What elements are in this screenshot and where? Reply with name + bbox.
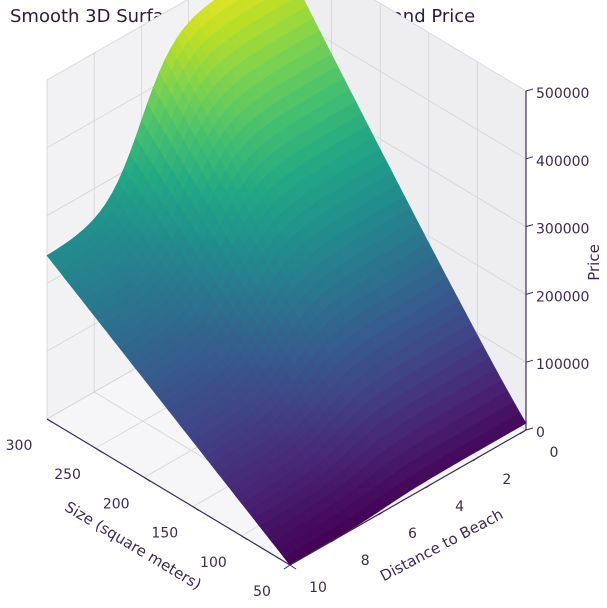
x-axis-line xyxy=(289,429,527,566)
z-tick-label: 200000 xyxy=(536,289,589,305)
z-tick-label: 100000 xyxy=(536,357,589,373)
y-axis-label: Size (square meters) xyxy=(62,498,205,594)
y-tick xyxy=(95,447,102,453)
y-axis-line xyxy=(46,418,291,566)
x-tick xyxy=(330,537,338,543)
y-tick-label: 200 xyxy=(103,496,130,512)
grid-line xyxy=(373,0,527,92)
y-tick-label: 50 xyxy=(253,584,271,600)
y-tick xyxy=(241,535,248,541)
grid-line xyxy=(46,0,188,81)
z-tick-label: 300000 xyxy=(536,222,589,238)
x-tick-label: 2 xyxy=(502,472,511,488)
z-axis-label: Price xyxy=(585,244,603,281)
x-tick xyxy=(378,510,385,516)
axis-lines xyxy=(46,91,527,566)
y-tick xyxy=(289,564,297,570)
z-tick-label: 0 xyxy=(536,425,545,441)
x-tick-label: 6 xyxy=(408,526,417,542)
x-tick xyxy=(283,564,291,570)
y-tick xyxy=(143,476,151,482)
y-tick-label: 100 xyxy=(200,555,227,571)
x-tick xyxy=(472,456,480,462)
x-tick-label: 4 xyxy=(455,499,464,515)
z-tick-label: 500000 xyxy=(536,86,589,102)
x-tick-label: 0 xyxy=(550,445,559,461)
x-tick-label: 8 xyxy=(361,553,370,569)
x-tick-label: 10 xyxy=(309,580,327,596)
grid-line xyxy=(282,12,527,160)
x-axis-label: Distance to Beach xyxy=(377,505,506,585)
z-tick xyxy=(525,359,534,363)
surface xyxy=(46,0,527,566)
x-tick xyxy=(519,429,527,435)
z-tick xyxy=(525,291,534,295)
y-tick-label: 150 xyxy=(151,526,178,542)
z-tick xyxy=(525,156,534,160)
z-tick xyxy=(525,427,534,431)
y-tick xyxy=(46,418,54,424)
z-tick xyxy=(525,88,534,92)
x-tick xyxy=(425,483,432,489)
tick-labels: 0 2 4 6 8 10 50 100 150 200 250 300 0 100000 200000 300… xyxy=(6,86,590,600)
z-tick xyxy=(525,224,534,228)
y-tick-label: 250 xyxy=(54,467,81,483)
z-tick-label: 400000 xyxy=(536,154,589,170)
y-tick xyxy=(192,506,200,512)
y-tick-label: 300 xyxy=(6,438,33,454)
